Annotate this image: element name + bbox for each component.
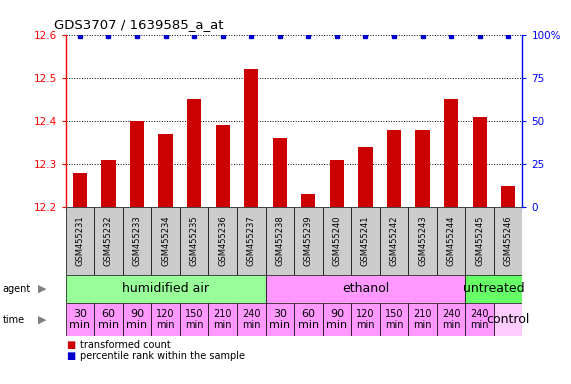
Text: 240
min: 240 min xyxy=(442,309,460,331)
Text: 120
min: 120 min xyxy=(356,309,375,331)
Bar xyxy=(237,303,266,336)
Text: GSM455235: GSM455235 xyxy=(190,216,199,266)
Bar xyxy=(387,130,401,207)
Bar xyxy=(301,194,315,207)
Bar xyxy=(187,99,202,207)
Bar xyxy=(494,303,522,336)
Text: ▶: ▶ xyxy=(38,314,47,325)
Text: percentile rank within the sample: percentile rank within the sample xyxy=(80,351,245,361)
Bar xyxy=(123,207,151,275)
Bar xyxy=(444,99,458,207)
Bar xyxy=(465,275,522,303)
Text: ▶: ▶ xyxy=(38,284,47,294)
Bar xyxy=(151,207,180,275)
Text: 90
min: 90 min xyxy=(327,309,347,331)
Text: 210
min: 210 min xyxy=(214,309,232,331)
Bar xyxy=(437,303,465,336)
Bar xyxy=(266,275,465,303)
Bar xyxy=(380,207,408,275)
Bar xyxy=(123,303,151,336)
Bar xyxy=(408,207,437,275)
Bar xyxy=(408,303,437,336)
Text: GSM455245: GSM455245 xyxy=(475,216,484,266)
Bar xyxy=(94,303,123,336)
Bar xyxy=(180,207,208,275)
Bar xyxy=(273,138,287,207)
Bar xyxy=(66,303,94,336)
Bar xyxy=(151,303,180,336)
Bar xyxy=(465,303,494,336)
Text: 210
min: 210 min xyxy=(413,309,432,331)
Bar xyxy=(66,207,94,275)
Bar xyxy=(244,69,258,207)
Bar xyxy=(294,207,323,275)
Bar xyxy=(180,303,208,336)
Text: 30
min: 30 min xyxy=(270,309,290,331)
Text: untreated: untreated xyxy=(463,283,525,295)
Bar xyxy=(330,160,344,207)
Bar xyxy=(416,130,430,207)
Bar xyxy=(437,207,465,275)
Bar xyxy=(465,207,494,275)
Text: ■: ■ xyxy=(66,340,75,351)
Text: GSM455236: GSM455236 xyxy=(218,215,227,266)
Text: GSM455242: GSM455242 xyxy=(389,216,399,266)
Text: GSM455239: GSM455239 xyxy=(304,216,313,266)
Bar xyxy=(266,303,294,336)
Text: time: time xyxy=(3,314,25,325)
Text: ■: ■ xyxy=(66,351,75,361)
Text: humidified air: humidified air xyxy=(122,283,209,295)
Bar xyxy=(94,207,123,275)
Text: 60
min: 60 min xyxy=(98,309,119,331)
Bar xyxy=(208,207,237,275)
Text: GDS3707 / 1639585_a_at: GDS3707 / 1639585_a_at xyxy=(54,18,224,31)
Text: 120
min: 120 min xyxy=(156,309,175,331)
Bar xyxy=(473,117,486,207)
Text: 240
min: 240 min xyxy=(471,309,489,331)
Bar xyxy=(494,207,522,275)
Bar xyxy=(351,207,380,275)
Text: GSM455244: GSM455244 xyxy=(447,216,456,266)
Bar xyxy=(159,134,173,207)
Text: 90
min: 90 min xyxy=(127,309,147,331)
Bar xyxy=(66,275,266,303)
Bar xyxy=(208,303,237,336)
Text: GSM455234: GSM455234 xyxy=(161,216,170,266)
Text: GSM455237: GSM455237 xyxy=(247,215,256,266)
Text: 30
min: 30 min xyxy=(70,309,90,331)
Text: agent: agent xyxy=(3,284,31,294)
Text: GSM455246: GSM455246 xyxy=(504,216,513,266)
Bar xyxy=(501,186,515,207)
Bar xyxy=(380,303,408,336)
Text: GSM455231: GSM455231 xyxy=(75,216,85,266)
Text: 150
min: 150 min xyxy=(385,309,403,331)
Bar xyxy=(102,160,116,207)
Text: control: control xyxy=(486,313,530,326)
Text: 60
min: 60 min xyxy=(298,309,319,331)
Bar xyxy=(351,303,380,336)
Text: GSM455238: GSM455238 xyxy=(275,215,284,266)
Bar xyxy=(266,207,294,275)
Text: 240
min: 240 min xyxy=(242,309,260,331)
Text: GSM455241: GSM455241 xyxy=(361,216,370,266)
Bar xyxy=(323,207,351,275)
Bar xyxy=(73,173,87,207)
Text: GSM455240: GSM455240 xyxy=(332,216,341,266)
Bar xyxy=(216,125,230,207)
Bar xyxy=(130,121,144,207)
Text: ethanol: ethanol xyxy=(342,283,389,295)
Text: GSM455243: GSM455243 xyxy=(418,216,427,266)
Text: 150
min: 150 min xyxy=(185,309,203,331)
Text: GSM455233: GSM455233 xyxy=(132,215,142,266)
Bar xyxy=(237,207,266,275)
Bar xyxy=(294,303,323,336)
Text: GSM455232: GSM455232 xyxy=(104,216,113,266)
Bar xyxy=(359,147,372,207)
Text: transformed count: transformed count xyxy=(80,340,171,351)
Bar xyxy=(323,303,351,336)
